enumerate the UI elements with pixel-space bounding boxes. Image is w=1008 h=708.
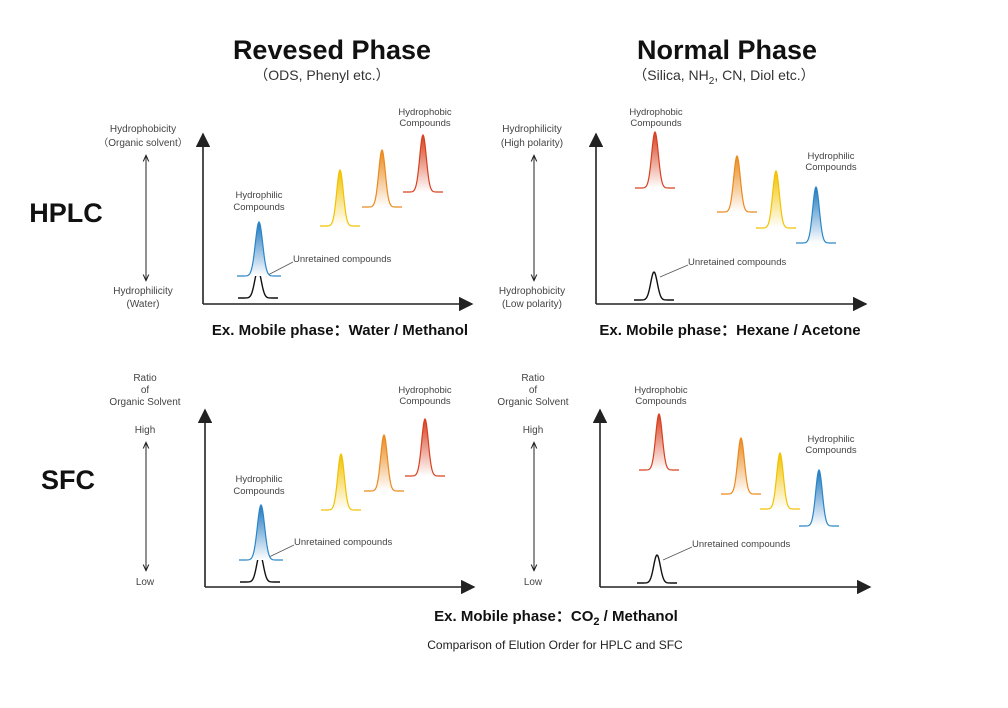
peak-orange	[717, 154, 757, 213]
subtitle-reversed-phase: （ODS, Phenyl etc.）	[254, 67, 389, 83]
peak-yellow	[756, 169, 796, 229]
peak-red-fill	[405, 419, 445, 476]
peak-yellow-fill	[756, 171, 796, 228]
peak-yellow	[320, 168, 360, 227]
axis-label-bottom-line1: Hydrophobicity	[499, 286, 565, 297]
axis-label-low: Low	[136, 577, 155, 588]
axis-label-organic-solvent: Organic Solvent	[497, 397, 568, 408]
panel-rp-hplc: Hydrophobicity （Organic solvent） Hydroph…	[98, 107, 474, 339]
axis-label-bottom-line2: (Water)	[127, 299, 160, 310]
hydrophilic-peak-fill	[799, 470, 839, 526]
hydrophilic-peak	[796, 185, 836, 244]
unretained-leader-line	[266, 544, 295, 559]
axis-label-top-line1: Hydrophobicity	[110, 124, 176, 135]
axis-label-ratio: Ratio	[133, 373, 157, 384]
label-hydrophobic-compounds: Compounds	[635, 396, 686, 407]
hydrophilic-peak	[237, 220, 281, 277]
peak-red	[405, 417, 445, 477]
mobile-phase-label: Ex. Mobile phase：Water / Methanol	[212, 322, 468, 339]
hydrophilic-peak	[799, 468, 839, 527]
label-unretained: Unretained compounds	[293, 254, 391, 265]
label-unretained: Unretained compounds	[692, 539, 790, 550]
hydrophilic-peak	[239, 503, 283, 561]
peak-yellow-fill	[320, 170, 360, 226]
panel-np-hplc: Hydrophilicity (High polarity) Hydrophob…	[499, 107, 868, 339]
panel-rp-sfc: Ratio of Organic Solvent High Low Hydrop…	[109, 373, 476, 595]
label-hydrophobic-compounds: Compounds	[399, 396, 450, 407]
peak-orange	[721, 436, 761, 495]
peak-orange-fill	[721, 438, 761, 494]
peak-red	[639, 412, 679, 471]
label-hydrophobic: Hydrophobic	[398, 385, 452, 396]
label-hydrophilic-compounds: Compounds	[233, 486, 284, 497]
axis-label-bottom-line1: Hydrophilicity	[113, 286, 172, 297]
peak-red-fill	[635, 132, 675, 188]
unretained-peak	[637, 554, 677, 584]
peak-orange-fill	[717, 156, 757, 212]
peak-yellow	[321, 452, 361, 511]
label-hydrophobic: Hydrophobic	[398, 107, 452, 118]
title-reversed-phase: Revesed Phase	[233, 35, 431, 65]
axis-label-top-line2: (High polarity)	[501, 138, 563, 149]
peak-orange-fill	[364, 435, 404, 491]
axis-label-of: of	[529, 385, 538, 396]
label-hydrophilic-compounds: Compounds	[805, 445, 856, 456]
axis-label-low: Low	[524, 577, 543, 588]
row-label-sfc: SFC	[41, 465, 95, 495]
peak-orange	[364, 433, 404, 492]
title-normal-phase: Normal Phase	[637, 35, 817, 65]
unretained-leader-line	[659, 264, 689, 278]
figure-caption: Comparison of Elution Order for HPLC and…	[427, 638, 683, 652]
axis-label-ratio: Ratio	[521, 373, 545, 384]
label-hydrophobic-compounds: Compounds	[399, 118, 450, 129]
axis-label-organic-solvent: Organic Solvent	[109, 397, 180, 408]
label-hydrophobic: Hydrophobic	[634, 385, 688, 396]
hydrophilic-peak-fill	[239, 505, 283, 560]
peak-red-fill	[639, 414, 679, 470]
hydrophilic-peak-fill	[237, 222, 281, 276]
peak-yellow	[760, 451, 800, 510]
mobile-phase-sfc-label: Ex. Mobile phase：CO2 / Methanol	[434, 608, 678, 628]
label-unretained: Unretained compounds	[688, 257, 786, 268]
peak-red	[635, 130, 675, 189]
axis-label-of: of	[141, 385, 150, 396]
peak-orange-fill	[362, 150, 402, 207]
label-hydrophobic: Hydrophobic	[629, 107, 683, 118]
axis-label-high: High	[523, 425, 544, 436]
axis-label-top-line1: Hydrophilicity	[502, 124, 561, 135]
label-hydrophilic-compounds: Compounds	[805, 162, 856, 173]
label-hydrophilic-compounds: Compounds	[233, 202, 284, 213]
peak-orange	[362, 148, 402, 208]
axis-label-high: High	[135, 425, 156, 436]
unretained-leader-line	[265, 261, 294, 277]
label-hydrophilic: Hydrophilic	[808, 151, 855, 162]
mobile-phase-label: Ex. Mobile phase：Hexane / Acetone	[599, 322, 860, 339]
peak-red	[403, 133, 443, 193]
unretained-leader-line	[662, 546, 693, 561]
hydrophilic-peak-fill	[796, 187, 836, 243]
peak-red-fill	[403, 135, 443, 192]
unretained-peak	[634, 271, 674, 301]
panel-np-sfc: Ratio of Organic Solvent High Low Hydrop…	[497, 373, 872, 595]
peak-yellow-fill	[321, 454, 361, 510]
axis-label-top-line2: （Organic solvent）	[98, 137, 187, 149]
label-hydrophilic: Hydrophilic	[808, 434, 855, 445]
label-hydrophilic: Hydrophilic	[236, 190, 283, 201]
axis-label-bottom-line2: (Low polarity)	[502, 299, 562, 310]
subtitle-normal-phase: （Silica, NH2, CN, Diol etc.）	[633, 67, 814, 87]
row-label-hplc: HPLC	[29, 198, 103, 228]
label-unretained: Unretained compounds	[294, 537, 392, 548]
label-hydrophobic-compounds: Compounds	[630, 118, 681, 129]
label-hydrophilic: Hydrophilic	[236, 474, 283, 485]
peak-yellow-fill	[760, 453, 800, 509]
